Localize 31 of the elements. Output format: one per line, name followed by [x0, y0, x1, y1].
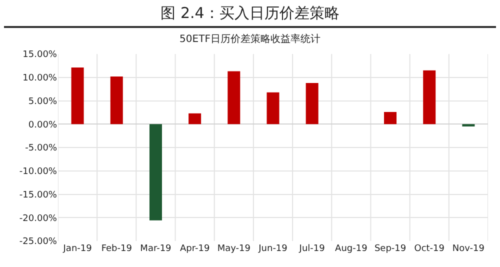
x-tick-label: Aug-19 [335, 244, 368, 254]
bar [228, 71, 240, 124]
y-tick-label: 15.00% [22, 50, 58, 60]
y-tick-label: -20.00% [19, 214, 58, 224]
bar [384, 112, 397, 124]
x-tick-label: Jan-19 [62, 244, 92, 254]
y-tick-label: -15.00% [19, 190, 58, 200]
bar [71, 68, 84, 124]
bar [110, 76, 123, 124]
bar [149, 124, 162, 220]
x-tick-label: Oct-19 [414, 244, 445, 254]
bar [266, 92, 280, 124]
y-tick-label: 5.00% [28, 96, 58, 107]
x-tick-label: Jul-19 [298, 244, 326, 254]
bar [423, 70, 436, 124]
x-tick-label: Apr-19 [180, 244, 210, 254]
x-tick-label: May-19 [217, 244, 251, 254]
bar [306, 82, 318, 124]
y-tick-label: 10.00% [22, 74, 58, 84]
x-tick-label: Sep-19 [374, 244, 406, 254]
x-tick-label: Mar-19 [140, 244, 172, 254]
y-tick-label: -10.00% [19, 167, 58, 178]
chart-subtitle: 50ETF日历价差策略收益率统计 [180, 33, 320, 46]
y-tick-label: 0.00% [28, 120, 58, 130]
x-tick-label: Nov-19 [452, 244, 485, 254]
x-tick-label: Jun-19 [258, 244, 288, 254]
bar [188, 113, 202, 124]
x-tick-label: Feb-19 [101, 244, 132, 254]
chart-title: 图 2.4：买入日历价差策略 [160, 3, 340, 24]
y-tick-label: -5.00% [25, 144, 58, 154]
y-tick-label: -25.00% [19, 237, 58, 248]
